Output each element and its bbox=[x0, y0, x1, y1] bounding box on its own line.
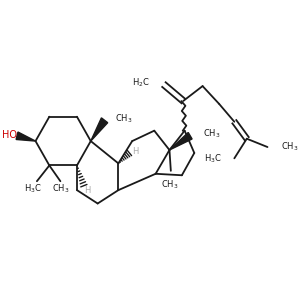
Text: CH$_3$: CH$_3$ bbox=[281, 141, 299, 153]
Text: HO: HO bbox=[2, 130, 17, 140]
Polygon shape bbox=[91, 118, 108, 141]
Text: H$_3$C: H$_3$C bbox=[204, 152, 222, 165]
Text: CH$_3$: CH$_3$ bbox=[161, 178, 178, 191]
Text: CH$_3$: CH$_3$ bbox=[52, 182, 69, 195]
Polygon shape bbox=[16, 132, 35, 141]
Text: H$_3$C: H$_3$C bbox=[24, 182, 42, 195]
Text: CH$_3$: CH$_3$ bbox=[115, 112, 133, 125]
Text: CH$_3$: CH$_3$ bbox=[202, 127, 220, 140]
Text: H: H bbox=[84, 186, 90, 195]
Polygon shape bbox=[169, 133, 192, 150]
Text: H$_2$C: H$_2$C bbox=[132, 77, 150, 89]
Text: H: H bbox=[132, 147, 139, 156]
